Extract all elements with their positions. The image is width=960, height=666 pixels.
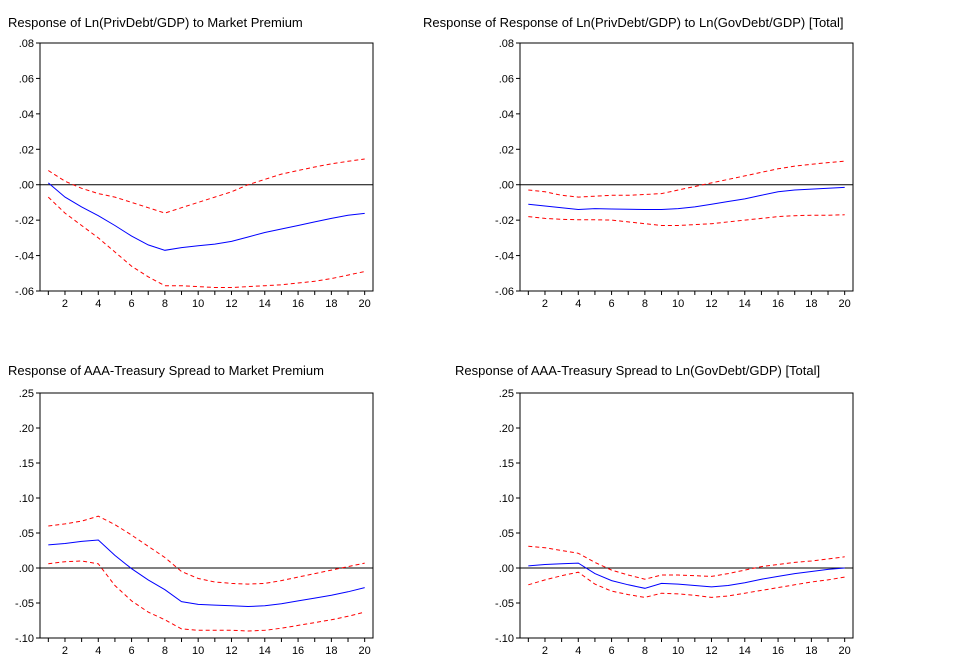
plot-frame	[519, 42, 854, 292]
y-tick-label: .04	[19, 109, 34, 121]
x-tick-label: 18	[805, 645, 817, 657]
x-tick-label: 12	[705, 645, 717, 657]
x-tick-label: 20	[359, 645, 371, 657]
y-tick-label: .06	[499, 73, 514, 85]
response-line	[528, 186, 845, 211]
x-tick-label: 10	[192, 298, 204, 310]
y-tick-label: .00	[19, 563, 34, 575]
upper-band-line	[528, 160, 845, 198]
x-tick-label: 12	[225, 645, 237, 657]
x-tick-label: 2	[542, 645, 548, 657]
y-tick-label: .08	[499, 38, 514, 50]
y-tick-label: .10	[499, 493, 514, 505]
y-tick-label: .15	[19, 458, 34, 470]
response-line	[528, 562, 845, 589]
x-tick-label: 20	[359, 298, 371, 310]
x-tick-label: 12	[225, 298, 237, 310]
y-tick-label: -.05	[15, 598, 34, 610]
x-tick-label: 2	[62, 645, 68, 657]
x-tick-label: 8	[162, 645, 168, 657]
response-line	[48, 539, 365, 608]
chart-title: Response of Response of Ln(PrivDebt/GDP)…	[423, 15, 844, 30]
y-tick-label: -.10	[15, 633, 34, 645]
x-tick-label: 18	[325, 645, 337, 657]
y-tick-label: -.04	[15, 251, 34, 263]
y-tick-label: .00	[499, 563, 514, 575]
lower-band-line	[528, 214, 845, 226]
x-tick-label: 4	[95, 645, 101, 657]
x-tick-label: 8	[642, 298, 648, 310]
chart-panel-2: Response of Response of Ln(PrivDebt/GDP)…	[423, 15, 854, 310]
x-tick-label: 8	[162, 298, 168, 310]
x-tick-label: 6	[609, 298, 615, 310]
y-tick-label: .00	[499, 180, 514, 192]
chart-panel-1: Response of Ln(PrivDebt/GDP) to Market P…	[8, 15, 374, 310]
y-tick-label: -.06	[495, 286, 514, 298]
chart-title: Response of AAA-Treasury Spread to Ln(Go…	[455, 363, 820, 378]
x-tick-label: 18	[325, 298, 337, 310]
chart-title: Response of Ln(PrivDebt/GDP) to Market P…	[8, 15, 303, 30]
x-tick-label: 2	[542, 298, 548, 310]
y-tick-label: -.02	[15, 215, 34, 227]
x-tick-label: 12	[705, 298, 717, 310]
chart-panel-4: Response of AAA-Treasury Spread to Ln(Go…	[455, 363, 854, 657]
y-tick-label: .04	[499, 109, 514, 121]
x-tick-label: 14	[739, 645, 751, 657]
y-tick-label: -.05	[495, 598, 514, 610]
y-tick-label: .00	[19, 180, 34, 192]
y-tick-label: -.10	[495, 633, 514, 645]
x-tick-label: 16	[772, 298, 784, 310]
y-tick-label: -.04	[495, 251, 514, 263]
y-tick-label: .02	[19, 144, 34, 156]
y-tick-label: .08	[19, 38, 34, 50]
y-tick-label: .20	[19, 423, 34, 435]
x-tick-label: 4	[575, 298, 581, 310]
y-tick-label: .05	[499, 528, 514, 540]
y-tick-label: .06	[19, 73, 34, 85]
chart-panel-3: Response of AAA-Treasury Spread to Marke…	[8, 363, 374, 657]
plot-frame	[39, 42, 374, 292]
lower-band-line	[47, 196, 365, 288]
y-tick-label: .25	[19, 388, 34, 400]
x-tick-label: 16	[292, 298, 304, 310]
x-tick-label: 6	[609, 645, 615, 657]
x-tick-label: 18	[805, 298, 817, 310]
y-tick-label: -.02	[495, 215, 514, 227]
x-tick-label: 6	[129, 645, 135, 657]
upper-band-line	[528, 545, 845, 580]
y-tick-label: .10	[19, 493, 34, 505]
y-tick-label: .02	[499, 144, 514, 156]
chart-title: Response of AAA-Treasury Spread to Marke…	[8, 363, 324, 378]
x-tick-label: 2	[62, 298, 68, 310]
plot-frame	[519, 392, 854, 639]
y-tick-label: .15	[499, 458, 514, 470]
x-tick-label: 4	[575, 645, 581, 657]
x-tick-label: 10	[672, 298, 684, 310]
x-tick-label: 6	[129, 298, 135, 310]
upper-band-line	[48, 515, 365, 585]
y-tick-label: .20	[499, 423, 514, 435]
y-tick-label: .05	[19, 528, 34, 540]
x-tick-label: 14	[259, 298, 271, 310]
x-tick-label: 20	[839, 645, 851, 657]
x-tick-label: 4	[95, 298, 101, 310]
x-tick-label: 14	[259, 645, 271, 657]
y-tick-label: -.06	[15, 286, 34, 298]
response-line	[47, 182, 365, 251]
x-tick-label: 16	[772, 645, 784, 657]
lower-band-line	[48, 560, 365, 632]
upper-band-line	[48, 158, 365, 214]
x-tick-label: 14	[739, 298, 751, 310]
x-tick-label: 8	[642, 645, 648, 657]
x-tick-label: 10	[672, 645, 684, 657]
plot-frame	[39, 392, 374, 639]
x-tick-label: 20	[839, 298, 851, 310]
x-tick-label: 10	[192, 645, 204, 657]
x-tick-label: 16	[292, 645, 304, 657]
y-tick-label: .25	[499, 388, 514, 400]
